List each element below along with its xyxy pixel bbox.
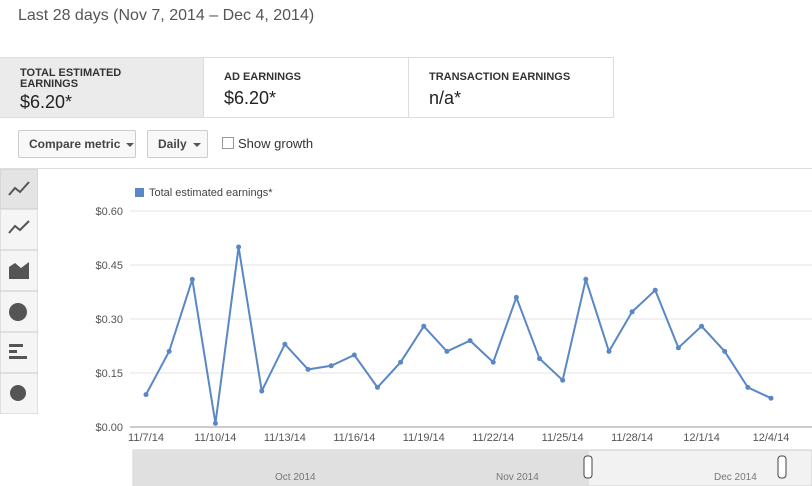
data-point	[513, 294, 519, 300]
navigator-handle[interactable]	[583, 455, 593, 479]
data-point	[606, 348, 612, 354]
data-point	[629, 309, 635, 315]
metric-tab[interactable]: TOTAL ESTIMATED EARNINGS $6.20*	[0, 57, 204, 118]
interval-button[interactable]: Daily	[147, 130, 208, 158]
data-point	[675, 345, 681, 351]
x-tick-label: 11/13/14	[264, 432, 306, 444]
data-point	[328, 363, 334, 369]
data-point	[189, 276, 195, 282]
map-icon	[10, 385, 26, 401]
metric-value: $6.20*	[20, 92, 73, 112]
line-icon	[8, 181, 30, 196]
data-point	[143, 392, 149, 398]
sidebar-button[interactable]	[0, 169, 38, 210]
checkbox[interactable]	[222, 137, 234, 149]
legend-label: Total estimated earnings*	[149, 187, 273, 199]
data-point	[305, 366, 311, 372]
data-point	[374, 384, 380, 390]
button-label: Daily	[158, 137, 187, 151]
data-point	[583, 276, 589, 282]
series-line	[145, 246, 772, 424]
area-icon	[9, 262, 29, 279]
x-tick-label: 12/4/14	[753, 432, 790, 444]
navigator-mask	[133, 450, 589, 486]
x-tick-label: 11/28/14	[611, 432, 653, 444]
date-range-title: Last 28 days (Nov 7, 2014 – Dec 4, 2014)	[18, 7, 315, 24]
y-tick-label: $0.60	[95, 206, 123, 218]
divider	[0, 168, 812, 169]
chart: Total estimated earnings* Oct 2014 Nov 2…	[95, 187, 812, 486]
data-point	[467, 338, 473, 344]
data-point	[745, 384, 751, 390]
metric-label: AD EARNINGS	[224, 71, 302, 83]
button-label: Compare metric	[29, 137, 121, 151]
data-point	[768, 395, 774, 401]
x-tick-label: 12/1/14	[683, 432, 720, 444]
data-point	[212, 420, 218, 426]
chart-type-sidebar	[0, 169, 38, 414]
data-point	[560, 377, 566, 383]
data-point	[652, 287, 658, 293]
metric-tab[interactable]: AD EARNINGS $6.20*	[204, 57, 409, 118]
sidebar-button[interactable]	[0, 331, 38, 374]
navigator-handle[interactable]	[777, 455, 787, 479]
data-point	[398, 359, 404, 365]
sidebar-button[interactable]	[0, 208, 38, 251]
x-tick-label: 11/7/14	[128, 432, 164, 444]
navigator-label: Oct 2014	[275, 472, 316, 483]
data-point	[166, 348, 172, 354]
data-point	[259, 388, 265, 394]
navigator-label: Nov 2014	[496, 472, 539, 483]
data-point	[722, 348, 728, 354]
data-point	[351, 352, 357, 358]
metric-tab[interactable]: TRANSACTION EARNINGS n/a*	[409, 57, 614, 118]
metric-label: TOTAL ESTIMATED EARNINGS	[20, 67, 122, 90]
metric-label: TRANSACTION EARNINGS	[429, 71, 571, 83]
checkbox-label[interactable]: Show growth	[238, 136, 314, 151]
multi-line-icon	[8, 220, 30, 234]
x-tick-label: 11/10/14	[194, 432, 236, 444]
data-point	[282, 341, 288, 347]
data-point	[421, 323, 427, 329]
navigator-label: Dec 2014	[714, 472, 757, 483]
data-point	[699, 323, 705, 329]
x-tick-label: 11/16/14	[333, 432, 375, 444]
y-tick-label: $0.15	[95, 368, 123, 380]
y-tick-label: $0.45	[95, 260, 123, 272]
compare-metric-button[interactable]: Compare metric	[18, 130, 136, 158]
y-tick-label: $0.30	[95, 314, 123, 326]
data-point	[490, 359, 496, 365]
metric-value: n/a*	[429, 88, 462, 108]
data-point	[537, 356, 543, 362]
legend-swatch	[135, 188, 144, 197]
y-tick-label: $0.00	[95, 422, 123, 434]
x-tick-label: 11/25/14	[542, 432, 584, 444]
bar-icon	[9, 344, 27, 359]
metric-value: $6.20*	[224, 88, 277, 108]
x-tick-label: 11/19/14	[403, 432, 445, 444]
data-point	[444, 348, 450, 354]
x-tick-label: 11/22/14	[472, 432, 514, 444]
pie-icon	[9, 303, 27, 321]
data-point	[236, 244, 242, 250]
